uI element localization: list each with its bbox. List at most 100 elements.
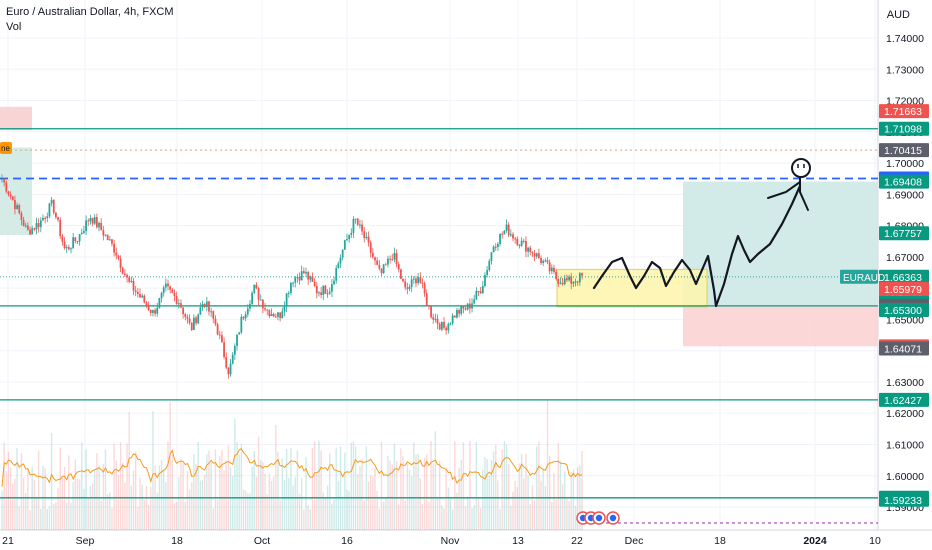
chart-title: Euro / Australian Dollar, 4h, FXCM — [6, 6, 174, 18]
volume-bar — [283, 479, 286, 530]
volume-bar — [210, 462, 212, 530]
candle-body — [5, 182, 8, 192]
volume-bar — [85, 449, 87, 530]
volume-bar — [316, 472, 318, 530]
volume-bar — [488, 475, 490, 530]
volume-bar — [322, 492, 324, 530]
volume-bar — [232, 475, 234, 530]
candle-body — [221, 335, 223, 343]
volume-bar — [505, 444, 508, 530]
time-tick-label: Dec — [625, 535, 644, 547]
candle-body — [218, 334, 221, 336]
volume-bar — [260, 460, 262, 530]
volume-bar — [40, 508, 42, 530]
candle-body — [546, 260, 549, 263]
candle-body — [158, 298, 161, 308]
time-axis[interactable]: 21 Sep 18 Oct 16 Nov 13 22 Dec 18 2024 10 — [2, 535, 881, 547]
time-tick-label: Oct — [254, 535, 270, 547]
volume-bar — [195, 463, 197, 530]
volume-bar — [203, 474, 206, 530]
volume-bar — [434, 431, 437, 530]
volume-bar — [63, 466, 66, 530]
trade-zones — [0, 106, 878, 347]
candle-body — [240, 316, 243, 333]
volume-bar — [76, 478, 79, 530]
candle-body — [83, 231, 85, 233]
volume-bar — [182, 463, 184, 530]
volume-bar — [20, 452, 23, 530]
candle-body — [24, 225, 27, 227]
volume-bar — [50, 433, 53, 530]
candle-body — [417, 277, 420, 284]
candle-body — [117, 255, 120, 259]
candle-body — [574, 281, 577, 283]
time-tick-label: 13 — [512, 535, 524, 547]
volume-bar — [518, 463, 521, 530]
candle-body — [518, 244, 521, 246]
volume-bar — [165, 482, 167, 530]
volume-bar — [113, 443, 115, 530]
volume-indicator-label[interactable]: Vol — [6, 21, 22, 33]
volume-bar — [464, 505, 467, 530]
candle-body — [374, 257, 376, 261]
candle-body — [212, 311, 215, 319]
volume-bar — [158, 465, 161, 530]
volume-bar — [126, 443, 128, 530]
candle-body — [423, 283, 426, 294]
candle-body — [169, 286, 172, 290]
candle-body — [380, 268, 383, 274]
time-tick-label: 18 — [714, 535, 726, 547]
candle-body — [98, 222, 100, 228]
price-label-badge — [879, 492, 929, 507]
price-axis[interactable]: 1.740001.730001.720001.710001.700001.690… — [840, 33, 929, 514]
volume-bar — [579, 465, 581, 530]
volume-bar — [46, 509, 48, 530]
candle-body — [227, 367, 230, 375]
candle-body — [85, 220, 87, 232]
candle-body — [501, 233, 504, 235]
candle-body — [111, 239, 113, 244]
time-tick-label: 21 — [2, 535, 14, 547]
volume-bar — [507, 464, 510, 530]
candle-body — [294, 277, 297, 283]
hand-drawn-path — [592, 184, 802, 308]
volume-bar — [320, 450, 322, 530]
volume-bar — [219, 455, 221, 530]
price-tick-label: 1.61000 — [886, 440, 924, 452]
candle-body — [395, 253, 398, 265]
volume-bar — [61, 477, 64, 530]
candle-body — [337, 263, 340, 269]
price-label-badge — [879, 143, 929, 158]
volume-bar — [128, 411, 130, 530]
volume-bar — [568, 501, 570, 530]
volume-bar — [249, 493, 251, 530]
candle-body — [164, 283, 167, 288]
candle-body — [477, 290, 480, 292]
volume-bar — [331, 503, 333, 530]
volume-bar — [557, 442, 559, 530]
symbol-label: EURAUD — [843, 273, 885, 284]
volume-bar — [53, 504, 55, 530]
time-tick-label: 10 — [869, 535, 881, 547]
volume-bar — [432, 464, 434, 530]
candle-body — [113, 243, 116, 253]
candle-body — [382, 264, 385, 274]
volume-bar — [156, 492, 158, 530]
volume-bar — [150, 487, 152, 530]
candle-body — [365, 236, 368, 239]
time-tick-label: 16 — [341, 535, 353, 547]
volume-bar — [163, 469, 165, 530]
candle-body — [300, 271, 303, 281]
volume-bar — [175, 501, 178, 530]
candle-body — [259, 299, 262, 301]
volume-bar — [212, 508, 215, 530]
candle-body — [26, 225, 29, 230]
volume-bar — [339, 446, 342, 530]
candle-body — [20, 213, 23, 220]
alert-flag-text: ne — [1, 144, 10, 153]
candle-body — [167, 283, 169, 287]
volume-bar — [380, 441, 383, 530]
volume-bar — [367, 481, 370, 530]
price-tick-label: 1.70000 — [886, 158, 924, 170]
